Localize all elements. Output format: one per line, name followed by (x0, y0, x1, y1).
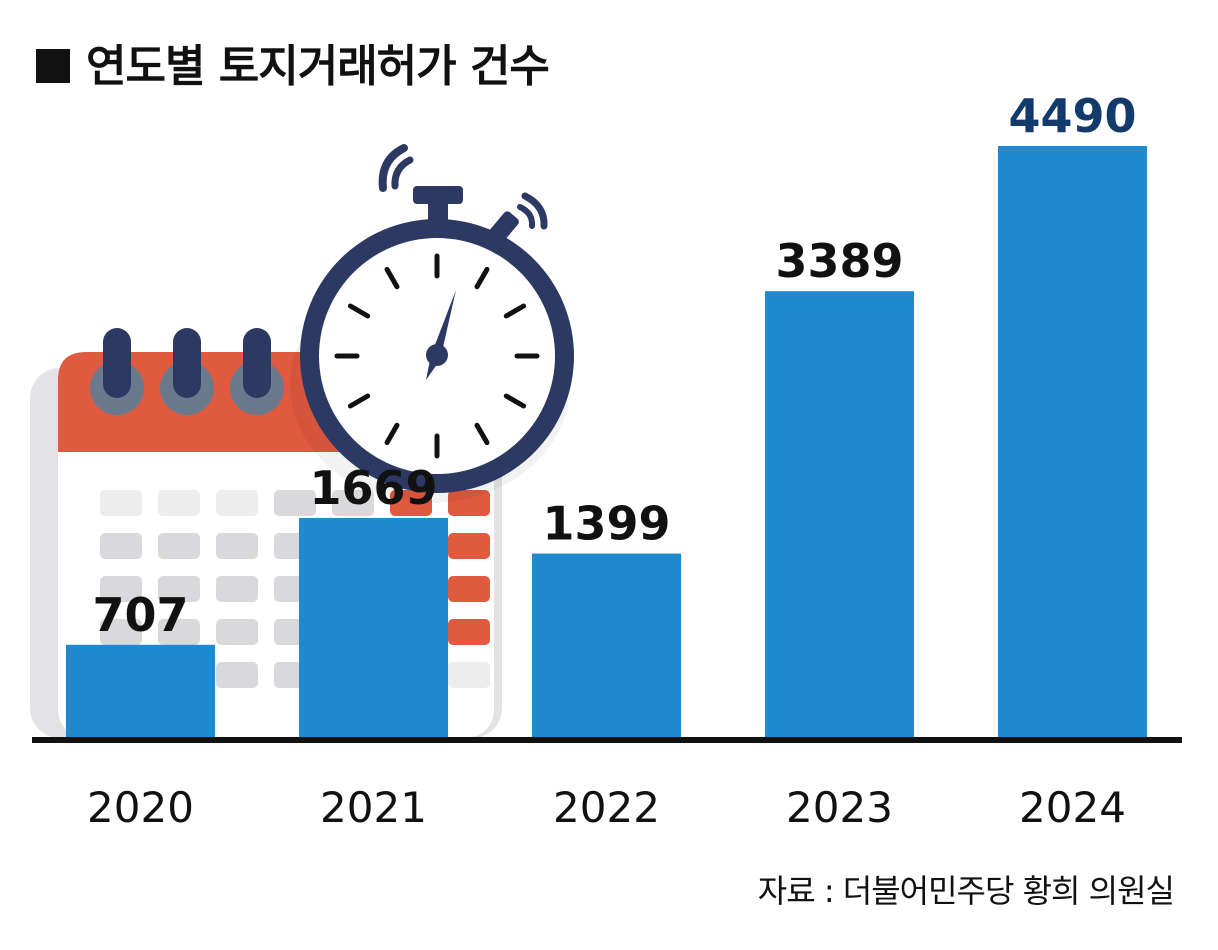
calendar-cell (100, 533, 142, 559)
value-labels: 707 1669 1399 3389 4490 (92, 89, 1136, 642)
calendar-cell (216, 576, 258, 602)
stopwatch-tick (503, 393, 527, 409)
stopwatch-tick (384, 422, 400, 446)
calendar-ring-3 (230, 328, 284, 415)
calendar-ring-2 (160, 328, 214, 415)
chart-title: 연도별 토지거래허가 건수 (36, 30, 550, 94)
value-label-2024: 4490 (1008, 89, 1136, 143)
stopwatch-tick (384, 266, 400, 290)
bar-2024 (998, 146, 1147, 738)
x-tick-label-2022: 2022 (553, 783, 660, 832)
bar-2023 (765, 291, 914, 738)
calendar-cell (100, 619, 142, 645)
stopwatch-tick (474, 266, 490, 290)
calendar-cell (274, 490, 316, 516)
calendar-cell (448, 490, 490, 516)
stopwatch-tick (474, 422, 490, 446)
bar-series (66, 146, 1147, 738)
calendar-cell (216, 662, 258, 688)
calendar-cell (100, 576, 142, 602)
calendar-ring-1 (90, 328, 144, 415)
calendar-cell (100, 490, 142, 516)
bar-2021 (299, 517, 448, 738)
stopwatch-tick (347, 303, 371, 319)
calendar-cell (448, 662, 490, 688)
calendar-cell (216, 490, 258, 516)
value-label-2023: 3389 (775, 234, 903, 288)
calendar-cell (448, 619, 490, 645)
source-note: 자료 : 더불어민주당 황희 의원실 (757, 872, 1175, 910)
value-label-2020: 707 (92, 588, 188, 642)
calendar-cell (448, 533, 490, 559)
value-label-2021: 1669 (309, 461, 437, 515)
calendar-cell (158, 619, 200, 645)
x-tick-label-2021: 2021 (320, 783, 427, 832)
value-label-2022: 1399 (542, 497, 670, 551)
bar-2020 (66, 644, 215, 738)
bar-2022 (532, 553, 681, 738)
chart-title-text: 연도별 토지거래허가 건수 (86, 41, 550, 92)
x-tick-labels: 2020 2021 2022 2023 2024 (87, 783, 1126, 832)
calendar-cell (158, 490, 200, 516)
calendar-cell (158, 576, 200, 602)
x-tick-label-2024: 2024 (1019, 783, 1126, 832)
stopwatch-ticks (334, 253, 540, 459)
calendar-cell (158, 533, 200, 559)
stopwatch-tick (503, 303, 527, 319)
x-tick-label-2023: 2023 (786, 783, 893, 832)
calendar-cell (216, 533, 258, 559)
stopwatch-icon (290, 144, 574, 503)
calendar-cell (390, 490, 432, 516)
calendar-cell (332, 490, 374, 516)
calendar-cell (216, 619, 258, 645)
title-square-icon (36, 49, 70, 83)
stopwatch-tick (347, 393, 371, 409)
calendar-cell (448, 576, 490, 602)
x-tick-label-2020: 2020 (87, 783, 194, 832)
